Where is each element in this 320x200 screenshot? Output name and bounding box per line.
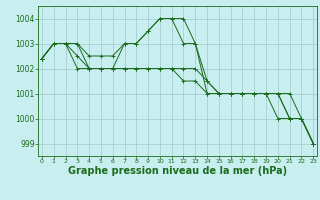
X-axis label: Graphe pression niveau de la mer (hPa): Graphe pression niveau de la mer (hPa) [68,166,287,176]
